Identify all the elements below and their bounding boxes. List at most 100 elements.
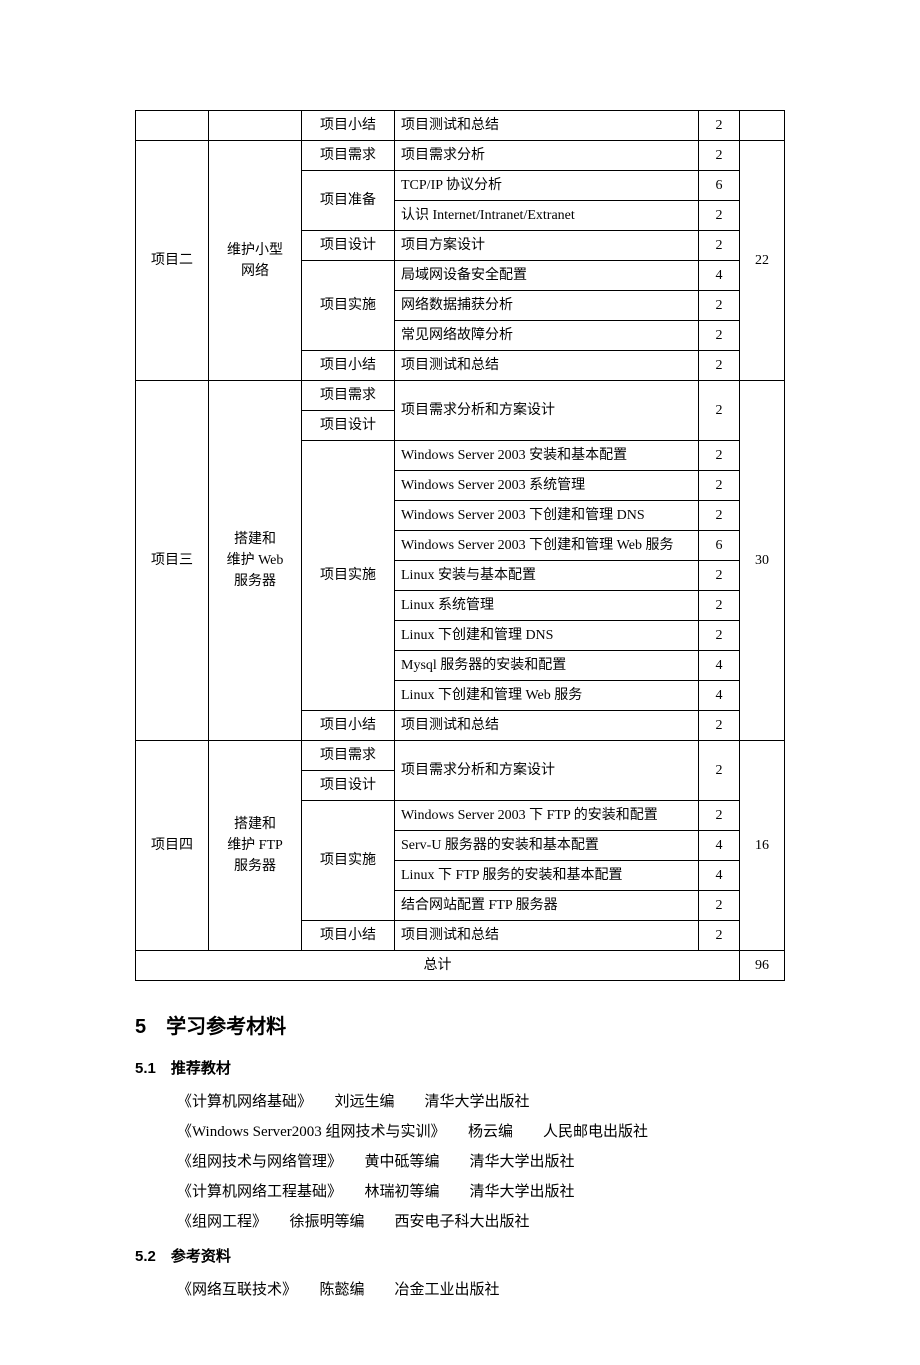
cell-hours: 4 — [699, 261, 740, 291]
cell-hours: 2 — [699, 801, 740, 831]
table-row: 项目四 搭建和 维护 FTP 服务器 项目需求 项目需求分析和方案设计 2 16 — [136, 741, 785, 771]
cell-proj: 项目二 — [136, 141, 209, 381]
cell-content: Windows Server 2003 下创建和管理 DNS — [395, 501, 699, 531]
cell-total: 22 — [740, 141, 785, 381]
cell-phase: 项目设计 — [302, 771, 395, 801]
cell-content: Mysql 服务器的安装和配置 — [395, 651, 699, 681]
cell-content: 项目测试和总结 — [395, 111, 699, 141]
table-row: 项目三 搭建和 维护 Web 服务器 项目需求 项目需求分析和方案设计 2 30 — [136, 381, 785, 411]
reference-item: 《网络互联技术》 陈懿编 冶金工业出版社 — [135, 1275, 785, 1305]
cell-hours: 2 — [699, 321, 740, 351]
cell-phase: 项目实施 — [302, 441, 395, 711]
cell-content: Linux 下 FTP 服务的安装和基本配置 — [395, 861, 699, 891]
cell-hours: 2 — [699, 111, 740, 141]
cell-proj-name — [209, 111, 302, 141]
textbook-item: 《Windows Server2003 组网技术与实训》 杨云编 人民邮电出版社 — [135, 1117, 785, 1147]
cell-content: TCP/IP 协议分析 — [395, 171, 699, 201]
cell-phase: 项目小结 — [302, 711, 395, 741]
cell-phase: 项目需求 — [302, 381, 395, 411]
cell-content: Windows Server 2003 下创建和管理 Web 服务 — [395, 531, 699, 561]
cell-content: Windows Server 2003 系统管理 — [395, 471, 699, 501]
cell-hours: 6 — [699, 171, 740, 201]
cell-hours: 2 — [699, 921, 740, 951]
cell-phase: 项目需求 — [302, 741, 395, 771]
course-table: 项目小结 项目测试和总结 2 项目二 维护小型 网络 项目需求 项目需求分析 2… — [135, 110, 785, 981]
cell-hours: 2 — [699, 711, 740, 741]
cell-proj — [136, 111, 209, 141]
cell-content: 常见网络故障分析 — [395, 321, 699, 351]
cell-proj: 项目三 — [136, 381, 209, 741]
cell-hours: 2 — [699, 141, 740, 171]
cell-phase: 项目小结 — [302, 351, 395, 381]
cell-content: 认识 Internet/Intranet/Extranet — [395, 201, 699, 231]
cell-hours: 2 — [699, 471, 740, 501]
cell-content: Linux 安装与基本配置 — [395, 561, 699, 591]
cell-content: 项目测试和总结 — [395, 921, 699, 951]
cell-hours: 2 — [699, 351, 740, 381]
cell-hours: 2 — [699, 201, 740, 231]
subsection-5-2: 5.2 参考资料 — [135, 1245, 785, 1269]
cell-total-value: 96 — [740, 951, 785, 981]
cell-hours: 2 — [699, 381, 740, 441]
table-total-row: 总计 96 — [136, 951, 785, 981]
textbook-item: 《组网工程》 徐振明等编 西安电子科大出版社 — [135, 1207, 785, 1237]
cell-phase: 项目实施 — [302, 261, 395, 351]
cell-proj-name: 搭建和 维护 FTP 服务器 — [209, 741, 302, 951]
cell-total: 16 — [740, 741, 785, 951]
cell-content: Windows Server 2003 下 FTP 的安装和配置 — [395, 801, 699, 831]
cell-hours: 2 — [699, 561, 740, 591]
cell-total-label: 总计 — [136, 951, 740, 981]
cell-phase: 项目实施 — [302, 801, 395, 921]
cell-hours: 4 — [699, 681, 740, 711]
cell-content: Linux 系统管理 — [395, 591, 699, 621]
cell-hours: 2 — [699, 591, 740, 621]
cell-phase: 项目设计 — [302, 411, 395, 441]
section-5-heading: 5 学习参考材料 — [135, 1011, 785, 1043]
cell-total: 30 — [740, 381, 785, 741]
textbook-item: 《计算机网络工程基础》 林瑞初等编 清华大学出版社 — [135, 1177, 785, 1207]
cell-phase: 项目需求 — [302, 141, 395, 171]
cell-content: Linux 下创建和管理 DNS — [395, 621, 699, 651]
cell-content: 项目测试和总结 — [395, 711, 699, 741]
cell-content: 结合网站配置 FTP 服务器 — [395, 891, 699, 921]
cell-content: 网络数据捕获分析 — [395, 291, 699, 321]
cell-proj-name: 搭建和 维护 Web 服务器 — [209, 381, 302, 741]
cell-hours: 4 — [699, 831, 740, 861]
proj-name-line: 网络 — [241, 264, 269, 279]
cell-proj: 项目四 — [136, 741, 209, 951]
cell-content: 项目方案设计 — [395, 231, 699, 261]
cell-hours: 6 — [699, 531, 740, 561]
proj-name-line: 维护 Web — [227, 553, 284, 568]
proj-name-line: 搭建和 — [234, 532, 276, 547]
cell-hours: 4 — [699, 651, 740, 681]
cell-content: 项目需求分析 — [395, 141, 699, 171]
cell-phase: 项目小结 — [302, 111, 395, 141]
textbook-item: 《组网技术与网络管理》 黄中砥等编 清华大学出版社 — [135, 1147, 785, 1177]
cell-content: 局域网设备安全配置 — [395, 261, 699, 291]
cell-proj-name: 维护小型 网络 — [209, 141, 302, 381]
proj-name-line: 维护小型 — [227, 243, 283, 258]
subsection-5-1: 5.1 推荐教材 — [135, 1057, 785, 1081]
proj-name-line: 搭建和 — [234, 817, 276, 832]
cell-content: 项目测试和总结 — [395, 351, 699, 381]
textbook-item: 《计算机网络基础》 刘远生编 清华大学出版社 — [135, 1087, 785, 1117]
cell-hours: 2 — [699, 741, 740, 801]
cell-content: Serv-U 服务器的安装和基本配置 — [395, 831, 699, 861]
cell-hours: 2 — [699, 621, 740, 651]
cell-hours: 2 — [699, 501, 740, 531]
cell-content: 项目需求分析和方案设计 — [395, 381, 699, 441]
cell-phase: 项目小结 — [302, 921, 395, 951]
cell-content: Windows Server 2003 安装和基本配置 — [395, 441, 699, 471]
document-page: 项目小结 项目测试和总结 2 项目二 维护小型 网络 项目需求 项目需求分析 2… — [0, 0, 920, 1365]
cell-phase: 项目设计 — [302, 231, 395, 261]
cell-content: Linux 下创建和管理 Web 服务 — [395, 681, 699, 711]
cell-hours: 2 — [699, 291, 740, 321]
table-row: 项目小结 项目测试和总结 2 — [136, 111, 785, 141]
cell-phase: 项目准备 — [302, 171, 395, 231]
cell-content: 项目需求分析和方案设计 — [395, 741, 699, 801]
cell-hours: 4 — [699, 861, 740, 891]
proj-name-line: 服务器 — [234, 574, 276, 589]
cell-hours: 2 — [699, 231, 740, 261]
cell-hours: 2 — [699, 441, 740, 471]
cell-hours: 2 — [699, 891, 740, 921]
